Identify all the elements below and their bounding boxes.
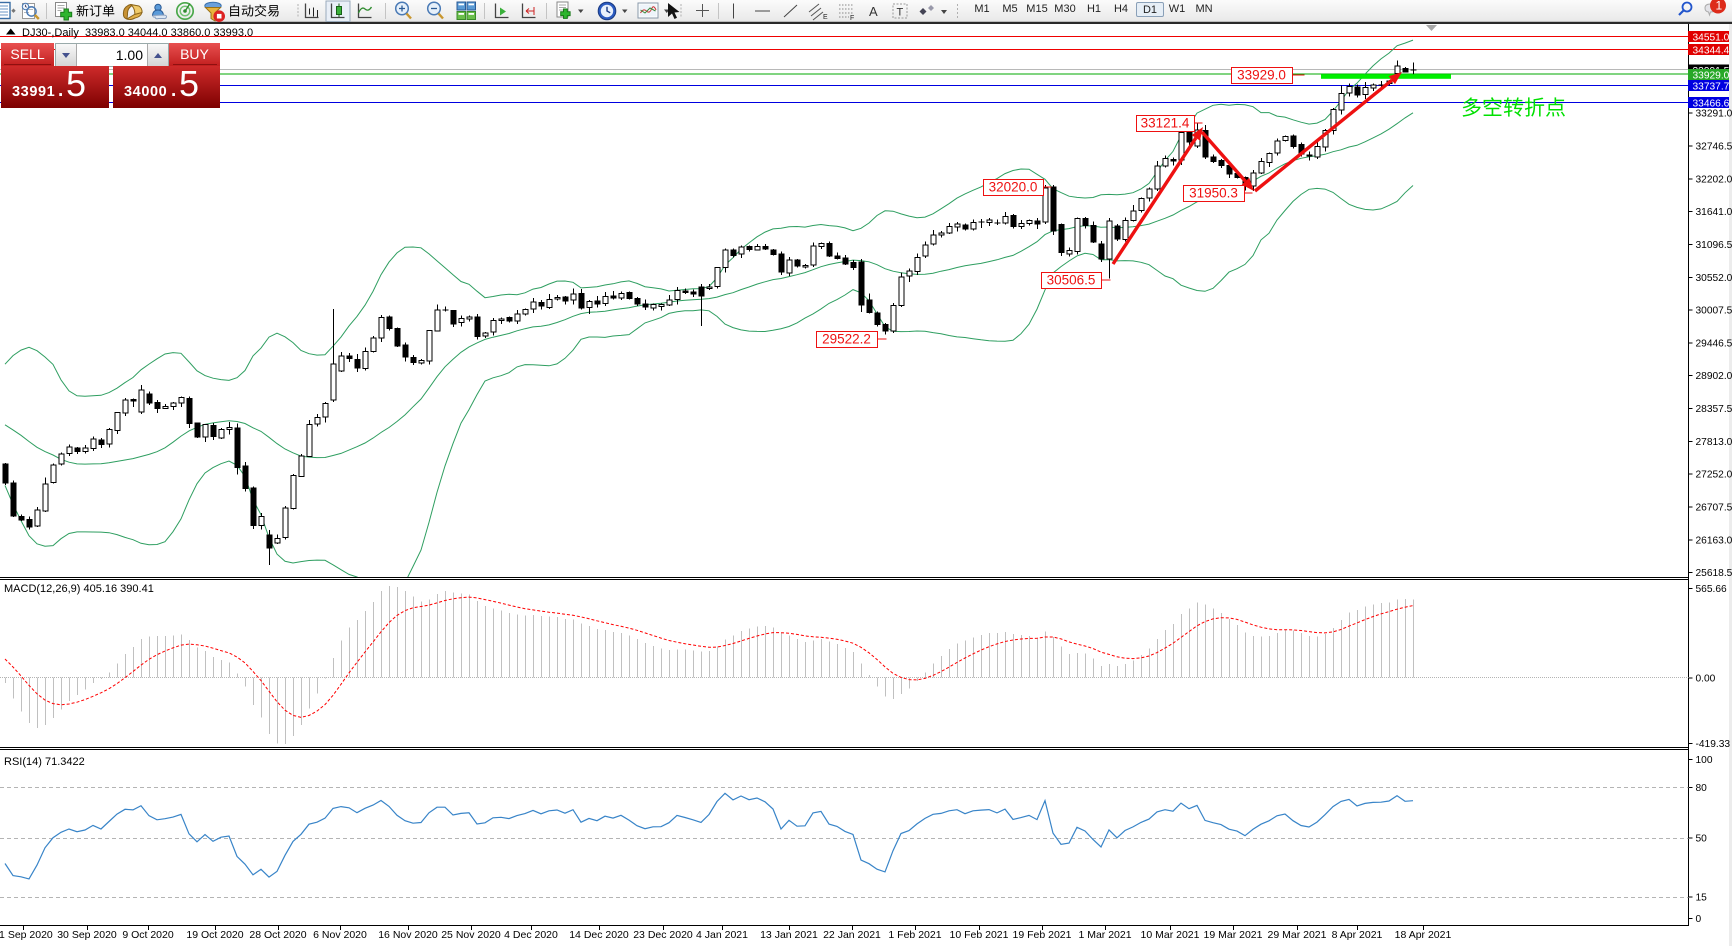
svg-text:0: 0 — [1696, 914, 1702, 925]
svg-text:34344.4: 34344.4 — [1693, 46, 1730, 57]
svg-text:A: A — [869, 4, 878, 19]
svg-text:26163.0: 26163.0 — [1696, 535, 1732, 546]
svg-text:-419.33: -419.33 — [1696, 739, 1731, 750]
svg-text:1: 1 — [1716, 0, 1723, 13]
svg-text:MACD(12,26,9) 405.16 390.41: MACD(12,26,9) 405.16 390.41 — [4, 583, 154, 595]
svg-text:565.66: 565.66 — [1696, 584, 1727, 595]
svg-text:RSI(14) 71.3422: RSI(14) 71.3422 — [4, 756, 85, 768]
svg-text:28 Oct 2020: 28 Oct 2020 — [249, 929, 306, 941]
svg-text:DJ30-,Daily 33983.0 34044.0 3: DJ30-,Daily 33983.0 34044.0 33860.0 3399… — [22, 27, 253, 39]
svg-text:32202.0: 32202.0 — [1696, 174, 1732, 185]
svg-text:22 Jan 2021: 22 Jan 2021 — [823, 929, 881, 941]
svg-text:33737.7: 33737.7 — [1693, 82, 1730, 93]
svg-text:100: 100 — [1696, 755, 1713, 766]
svg-text:30506.5: 30506.5 — [1047, 273, 1096, 288]
svg-text:0.00: 0.00 — [1696, 674, 1716, 685]
svg-text:30007.5: 30007.5 — [1696, 306, 1732, 317]
svg-text:4 Jan 2021: 4 Jan 2021 — [696, 929, 748, 941]
svg-text:4 Dec 2020: 4 Dec 2020 — [504, 929, 558, 941]
svg-text:15: 15 — [1696, 893, 1708, 904]
svg-text:28357.5: 28357.5 — [1696, 404, 1732, 415]
svg-text:1 Mar 2021: 1 Mar 2021 — [1078, 929, 1131, 941]
svg-text:23 Dec 2020: 23 Dec 2020 — [633, 929, 693, 941]
svg-text:18 Apr 2021: 18 Apr 2021 — [1395, 929, 1452, 941]
svg-text:33291.0: 33291.0 — [1696, 109, 1732, 120]
svg-text:6 Nov 2020: 6 Nov 2020 — [313, 929, 367, 941]
svg-text:27813.0: 27813.0 — [1696, 437, 1732, 448]
svg-text:32746.5: 32746.5 — [1696, 141, 1732, 152]
svg-text:26707.5: 26707.5 — [1696, 503, 1732, 514]
svg-text:31950.3: 31950.3 — [1189, 186, 1238, 201]
svg-text:8 Apr 2021: 8 Apr 2021 — [1332, 929, 1383, 941]
svg-text:14 Dec 2020: 14 Dec 2020 — [569, 929, 629, 941]
svg-text:10 Feb 2021: 10 Feb 2021 — [950, 929, 1009, 941]
svg-text:19 Oct 2020: 19 Oct 2020 — [186, 929, 243, 941]
svg-text:1 Feb 2021: 1 Feb 2021 — [888, 929, 941, 941]
svg-text:10 Mar 2021: 10 Mar 2021 — [1141, 929, 1200, 941]
svg-text:21 Sep 2020: 21 Sep 2020 — [0, 929, 53, 941]
svg-text:19 Feb 2021: 19 Feb 2021 — [1013, 929, 1072, 941]
svg-text:F: F — [850, 15, 854, 22]
svg-text:30 Sep 2020: 30 Sep 2020 — [57, 929, 117, 941]
svg-text:33929.0: 33929.0 — [1237, 68, 1286, 83]
svg-text:50: 50 — [1696, 834, 1708, 845]
svg-text:27252.0: 27252.0 — [1696, 470, 1732, 481]
svg-text:19 Mar 2021: 19 Mar 2021 — [1204, 929, 1263, 941]
svg-text:80: 80 — [1696, 783, 1708, 794]
svg-text:31641.0: 31641.0 — [1696, 207, 1732, 218]
svg-text:9 Oct 2020: 9 Oct 2020 — [122, 929, 174, 941]
svg-text:13 Jan 2021: 13 Jan 2021 — [760, 929, 818, 941]
svg-text:33929.0: 33929.0 — [1693, 71, 1730, 82]
svg-text:16 Nov 2020: 16 Nov 2020 — [378, 929, 438, 941]
svg-text:32020.0: 32020.0 — [989, 180, 1038, 195]
svg-text:30552.0: 30552.0 — [1696, 273, 1732, 284]
svg-text:T: T — [897, 7, 904, 19]
svg-text:31096.5: 31096.5 — [1696, 240, 1732, 251]
svg-text:25 Nov 2020: 25 Nov 2020 — [441, 929, 501, 941]
svg-text:29446.5: 29446.5 — [1696, 338, 1732, 349]
svg-text:33121.4: 33121.4 — [1141, 116, 1190, 131]
svg-text:E: E — [823, 14, 828, 21]
svg-text:29 Mar 2021: 29 Mar 2021 — [1268, 929, 1327, 941]
svg-text:34551.0: 34551.0 — [1693, 33, 1730, 44]
svg-text:29522.2: 29522.2 — [822, 332, 871, 347]
svg-text:25618.5: 25618.5 — [1696, 568, 1732, 579]
svg-text:33466.6: 33466.6 — [1693, 99, 1730, 110]
svg-text:28902.0: 28902.0 — [1696, 371, 1732, 382]
